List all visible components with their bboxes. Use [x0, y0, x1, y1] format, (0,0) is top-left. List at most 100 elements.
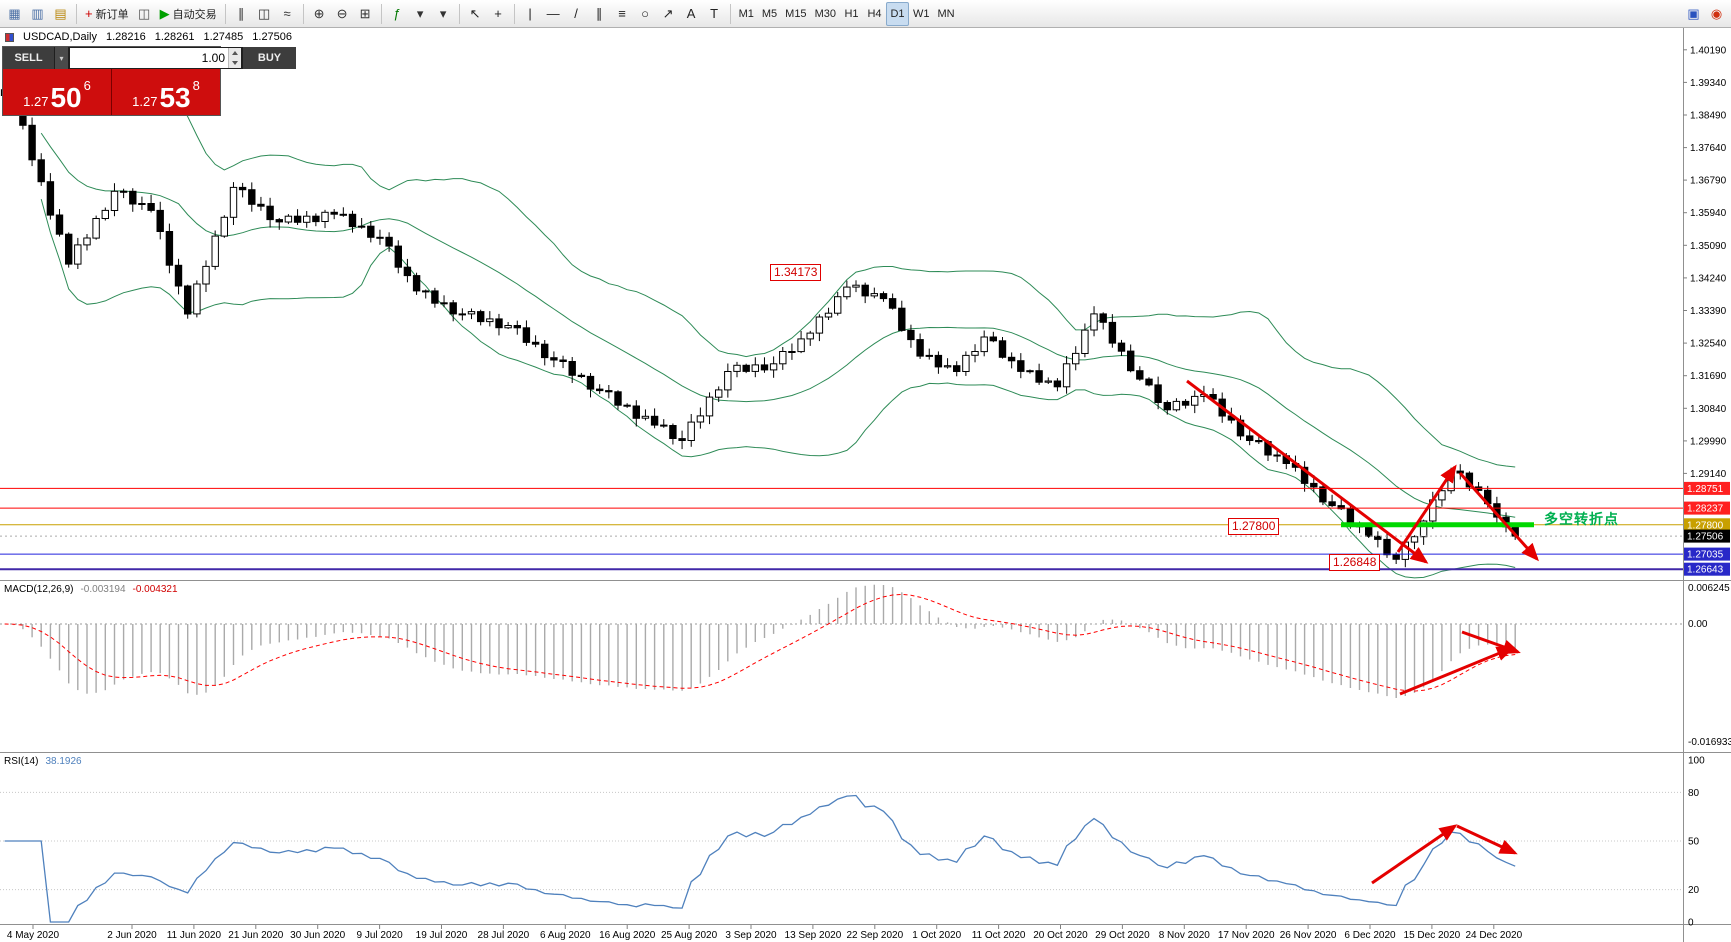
tile-windows[interactable]: ⊞ — [354, 2, 377, 26]
channel-tool[interactable]: ∥ — [588, 2, 611, 26]
channel-tool-icon: ∥ — [595, 6, 603, 21]
volume-down-button[interactable] — [229, 58, 241, 68]
volume-input[interactable] — [70, 48, 228, 68]
volume-up-button[interactable] — [229, 48, 241, 58]
candlestick-mode[interactable]: ◫ — [253, 2, 276, 26]
bull-candle — [724, 371, 732, 391]
fibonacci-tool[interactable]: ≡ — [611, 2, 634, 26]
buy-price[interactable]: 1.27 53 8 — [112, 69, 220, 115]
date-axis-label: 29 Oct 2020 — [1095, 930, 1150, 941]
bull-candle — [229, 186, 238, 218]
turning-point-label[interactable]: 多空转折点 — [1544, 511, 1619, 527]
bull-candle — [641, 415, 650, 419]
arrows-tool[interactable]: ↗ — [657, 2, 680, 26]
text-tool[interactable]: A — [680, 2, 703, 26]
chart-window[interactable]: ◫ — [133, 2, 156, 26]
zoom-in[interactable]: ⊕ — [308, 2, 331, 26]
date-axis-label: 30 Jun 2020 — [290, 930, 345, 941]
toolbar-separator — [302, 3, 304, 24]
bull-candle — [193, 283, 201, 315]
bull-candle — [797, 338, 805, 353]
vertical-line-tool-icon: | — [528, 6, 532, 21]
bear-candle — [1099, 313, 1107, 323]
timeframe-h1[interactable]: H1 — [840, 2, 863, 26]
timeframe-m15-label: M15 — [785, 7, 807, 20]
bar-chart-mode[interactable]: ∥ — [230, 2, 253, 26]
trade-mode-dropdown[interactable]: ▾ — [55, 47, 69, 69]
price-pullback-arrow[interactable] — [1458, 471, 1540, 562]
bear-candle — [742, 364, 750, 372]
toolbar-group: ⊕ ⊖ ⊞ — [308, 0, 377, 27]
navigator[interactable]: ▤ — [49, 2, 72, 26]
bear-candle — [1392, 554, 1400, 560]
price-downtrend-arrow[interactable] — [1186, 379, 1429, 564]
volume-spinner — [228, 48, 241, 68]
cursor-tool-icon: ↖ — [469, 6, 481, 21]
bear-candle — [660, 424, 668, 427]
toolbar-group: + 新订单 ◫ ▶ 自动交易 — [81, 0, 221, 27]
bull-candle — [1191, 395, 1199, 406]
support-level-label[interactable]: 1.27800 — [1228, 518, 1280, 535]
timeframe-h4[interactable]: H4 — [863, 2, 886, 26]
new-order[interactable]: + 新订单 — [81, 2, 133, 26]
timeframe-m1[interactable]: M1 — [735, 2, 758, 26]
sell-button[interactable]: SELL — [3, 47, 55, 69]
rsi-down-arrow[interactable] — [1456, 824, 1518, 855]
rsi-up-arrow[interactable] — [1371, 824, 1458, 885]
bull-candle — [92, 218, 100, 239]
trendline-tool[interactable]: / — [565, 2, 588, 26]
rsi-name-label: RSI(14) — [4, 756, 39, 767]
auto-trading[interactable]: ▶ 自动交易 — [156, 2, 221, 26]
bear-candle — [1145, 378, 1153, 386]
bear-candle — [412, 275, 421, 292]
toolbar-group: | — / ∥ ≡ ○ ↗ A T — [519, 0, 726, 27]
bear-candle — [605, 390, 613, 393]
ohlc-high: 1.28261 — [154, 31, 195, 43]
macd-cross-arrow[interactable] — [1461, 630, 1521, 655]
templates-dropdown[interactable]: ▾ — [432, 2, 455, 26]
timeframe-m5[interactable]: M5 — [758, 2, 781, 26]
horizontal-line-tool[interactable]: — — [542, 2, 565, 26]
sell-price-point: 6 — [83, 78, 91, 93]
zoom-out[interactable]: ⊖ — [331, 2, 354, 26]
bear-candle — [998, 340, 1007, 358]
bear-candle — [1282, 455, 1290, 464]
shapes-tool[interactable]: ○ — [634, 2, 657, 26]
buy-price-point: 8 — [192, 78, 200, 93]
bull-candle — [1090, 313, 1098, 331]
cursor-tool[interactable]: ↖ — [464, 2, 487, 26]
window-list[interactable]: ▣ — [1682, 2, 1705, 26]
chart-symbol-label: USDCAD,Daily — [23, 31, 97, 43]
date-axis-label: 19 Jul 2020 — [416, 930, 468, 941]
swing-high-label[interactable]: 1.34173 — [770, 264, 822, 281]
toolbar-separator — [76, 3, 77, 24]
sell-price[interactable]: 1.27 50 6 — [3, 69, 111, 115]
bear-candle — [1319, 486, 1327, 503]
crosshair-tool[interactable]: + — [487, 2, 510, 26]
notifications[interactable]: ◉ — [1705, 2, 1728, 26]
timeframe-mn[interactable]: MN — [933, 2, 958, 26]
price-rebound-arrow[interactable] — [1396, 464, 1457, 553]
label-tool[interactable]: T — [703, 2, 726, 26]
bull-candle — [751, 364, 759, 372]
market-watch[interactable]: ▦ — [3, 2, 26, 26]
bull-candle — [321, 211, 329, 223]
line-chart-mode[interactable]: ≈ — [276, 2, 299, 26]
indicators-list[interactable]: ƒ — [386, 2, 409, 26]
vertical-line-tool[interactable]: | — [519, 2, 542, 26]
timeframe-h1-label: H1 — [844, 7, 859, 20]
data-window[interactable]: ▥ — [26, 2, 49, 26]
bear-candle — [1053, 380, 1062, 388]
bear-candle — [477, 311, 485, 323]
macd-up-arrow[interactable] — [1399, 646, 1515, 696]
timeframe-m30[interactable]: M30 — [811, 2, 840, 26]
timeframe-w1[interactable]: W1 — [909, 2, 934, 26]
periods-dropdown[interactable]: ▾ — [409, 2, 432, 26]
bear-candle — [1383, 538, 1391, 556]
bear-candle — [531, 341, 540, 345]
timeframe-d1[interactable]: D1 — [885, 1, 909, 26]
timeframe-m15[interactable]: M15 — [781, 2, 810, 26]
swing-low-label[interactable]: 1.26848 — [1329, 554, 1381, 571]
bull-candle — [1044, 380, 1052, 383]
buy-button[interactable]: BUY — [242, 47, 296, 69]
